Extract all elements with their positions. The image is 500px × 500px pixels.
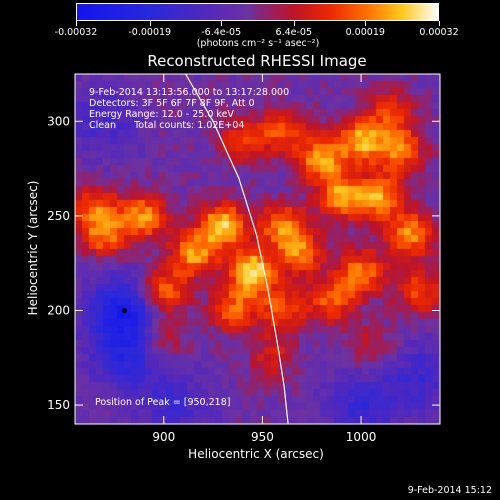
colorbar-tick-label: -6.4e-05 — [201, 27, 242, 38]
heatmap-image — [75, 74, 440, 424]
plot-area: 9-Feb-2014 13:13:56.000 to 13:17:28.000 … — [74, 73, 441, 425]
y-tick-label: 300 — [47, 114, 70, 128]
chart-title: Reconstructed RHESSI Image — [147, 52, 367, 70]
y-tick-label: 200 — [47, 303, 70, 317]
colorbar-tick — [365, 21, 367, 26]
plot-frame — [74, 73, 441, 425]
colorbar-tick-label: -0.00032 — [54, 27, 98, 38]
colorbar-tick — [221, 21, 223, 26]
colorbar-tick — [439, 21, 440, 26]
colorbar-tick — [149, 21, 151, 26]
annotation-time: 9-Feb-2014 13:13:56.000 to 13:17:28.000 — [89, 87, 290, 98]
footer-timestamp: 9-Feb-2014 15:12 — [407, 485, 492, 496]
y-tick-label: 250 — [47, 209, 70, 223]
plot-overlay — [74, 73, 441, 425]
annotation-clean: Clean Total counts: 1.02E+04 — [89, 120, 245, 131]
annotation-energy: Energy Range: 12.0 - 25.0 keV — [89, 109, 234, 120]
colorbar-tick-label: 0.00019 — [345, 27, 385, 38]
peak-position-label: Position of Peak = [950,218] — [95, 397, 231, 408]
x-tick-label: 1000 — [346, 430, 377, 444]
x-tick-label: 900 — [152, 430, 175, 444]
annotation-detectors: Detectors: 3F 5F 6F 7F 8F 9F, Att 0 — [89, 98, 255, 109]
colorbar-tick — [293, 21, 295, 26]
colorbar-tick — [76, 21, 77, 26]
colorbar — [76, 3, 439, 21]
y-axis-label: Heliocentric Y (arcsec) — [26, 180, 40, 316]
colorbar-tick-label: 6.4e-05 — [275, 27, 313, 38]
y-tick-label: 150 — [47, 398, 70, 412]
colorbar-unit-label: (photons cm⁻² s⁻¹ asec⁻²) — [196, 38, 320, 49]
colorbar-tick-label: -0.00019 — [128, 27, 172, 38]
solar-limb-curve — [184, 73, 289, 425]
colorbar-tick-label: 0.00032 — [419, 27, 459, 38]
x-tick-label: 950 — [251, 430, 274, 444]
x-axis-label: Heliocentric X (arcsec) — [188, 447, 324, 461]
